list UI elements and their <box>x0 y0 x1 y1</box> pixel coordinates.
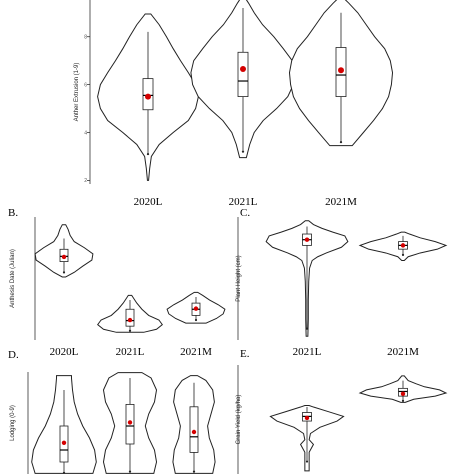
outlier-point <box>128 470 132 473</box>
category-label-2021L: 2021L <box>116 346 145 358</box>
lodging-panel-letter: D. <box>8 349 19 361</box>
anther-extrusion-panel: 2 4 6 8 Anther Extrusion (1-9) 2020L 2021L 2021… <box>74 0 394 208</box>
outlier-point <box>128 329 132 332</box>
outlier-point <box>401 253 405 256</box>
anther-extrusion-tick-label: 8 <box>84 35 87 41</box>
anthesis-date-panel: Anthesis Date (Julian) B. 2020L 2021L 2021M <box>8 207 226 358</box>
anther-extrusion-tick-label: 4 <box>84 130 87 136</box>
violin-2021M <box>166 291 226 324</box>
anther-extrusion-y-axis-title: Anther Extrusion (1-9) <box>74 63 80 122</box>
iqr-box <box>125 308 135 327</box>
plant-height-panel-letter: C. <box>240 207 250 219</box>
category-label-2021M: 2021M <box>325 196 357 208</box>
mean-dot <box>61 254 67 260</box>
violin-2020L <box>97 13 199 181</box>
outlier-point <box>305 327 309 330</box>
category-label-2021L: 2021L <box>293 346 322 358</box>
grain-yield-panel: Grain Yield (kg/ha) E. <box>236 348 448 474</box>
grain-yield-y-axis-title: Grain Yield (kg/ha) <box>236 395 242 445</box>
violin-2021L <box>102 372 158 474</box>
outlier-point <box>401 399 405 402</box>
outlier-point <box>241 150 245 153</box>
violin-2021L <box>190 0 296 159</box>
plant-height-y-axis-title: Plant Height (cm) <box>236 255 242 301</box>
mean-dot <box>193 306 199 311</box>
outlier-point <box>194 318 198 322</box>
mean-dot <box>127 317 133 323</box>
mean-dot <box>240 66 246 73</box>
mean-dot <box>304 415 310 421</box>
violin-2021M <box>172 375 216 474</box>
category-label-2020L: 2020L <box>134 196 163 208</box>
anther-extrusion-tick-label: 6 <box>84 82 87 88</box>
outlier-point <box>192 470 196 473</box>
violin-2021M <box>288 0 394 147</box>
mean-dot <box>145 93 151 100</box>
violin-2020L <box>34 224 94 278</box>
violin-2020L <box>31 375 97 474</box>
mean-dot <box>400 391 406 397</box>
violin-2021L <box>269 404 345 472</box>
violin-2021L <box>265 220 349 337</box>
outlier-point <box>62 471 66 474</box>
grain-yield-panel-letter: E. <box>240 348 250 360</box>
mean-dot <box>304 237 310 242</box>
category-label-2021M: 2021M <box>387 346 419 358</box>
anthesis-date-panel-letter: B. <box>8 207 18 219</box>
mean-dot <box>61 440 67 445</box>
violin-2021L <box>97 294 163 333</box>
anthesis-date-y-axis-title: Anthesis Date (Julian) <box>10 249 16 308</box>
category-label-2021M: 2021M <box>180 346 212 358</box>
outlier-point <box>305 460 309 463</box>
outlier-point <box>146 152 150 156</box>
mean-dot <box>127 420 133 425</box>
outlier-point <box>339 140 343 144</box>
outlier-point <box>62 271 66 274</box>
category-label-2021L: 2021L <box>229 196 258 208</box>
lodging-panel: Lodging (0-9) D. <box>8 349 216 474</box>
mean-dot <box>191 429 197 435</box>
violin-2021M <box>358 375 448 403</box>
plant-height-panel: Plant Height (cm) C. 2021L 2021M <box>236 207 448 358</box>
mean-dot <box>400 243 406 248</box>
iqr-box <box>189 406 199 453</box>
iqr-box <box>237 51 249 97</box>
violin-2021M <box>358 231 448 262</box>
lodging-y-axis-title: Lodging (0-9) <box>10 405 16 441</box>
anther-extrusion-tick-label: 2 <box>84 178 87 184</box>
category-label-2020L: 2020L <box>50 346 79 358</box>
mean-dot <box>338 67 344 74</box>
